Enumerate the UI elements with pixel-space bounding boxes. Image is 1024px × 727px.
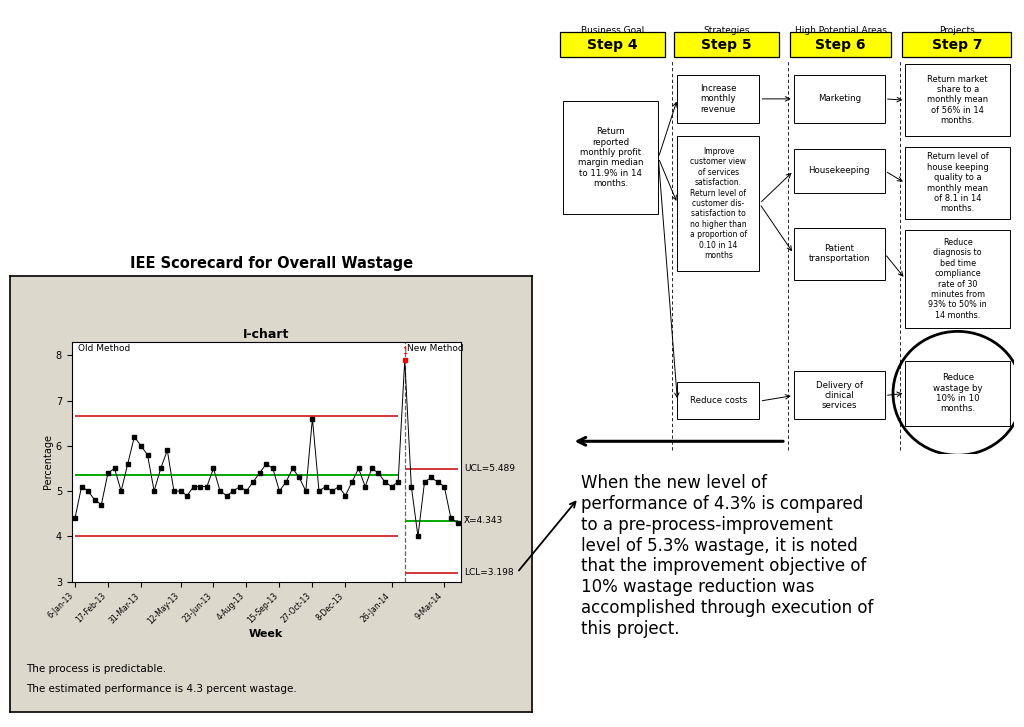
Title: IEE Scorecard for Overall Wastage: IEE Scorecard for Overall Wastage — [130, 256, 413, 271]
Text: Return market
share to a
monthly mean
of 56% in 14
months.: Return market share to a monthly mean of… — [927, 75, 988, 125]
FancyBboxPatch shape — [678, 75, 760, 123]
FancyBboxPatch shape — [562, 101, 658, 214]
Text: New Method: New Method — [407, 344, 463, 353]
Text: 1: 1 — [402, 348, 408, 356]
Text: Step 4: Step 4 — [588, 38, 638, 52]
Text: LCL=3.198: LCL=3.198 — [464, 568, 513, 577]
FancyBboxPatch shape — [905, 147, 1010, 219]
Text: Reduce
diagnosis to
bed time
compliance
rate of 30
minutes from
93% to 50% in
14: Reduce diagnosis to bed time compliance … — [929, 238, 987, 320]
FancyBboxPatch shape — [794, 228, 885, 280]
Y-axis label: Percentage: Percentage — [43, 434, 53, 489]
FancyBboxPatch shape — [674, 32, 779, 57]
Text: Strategies: Strategies — [703, 26, 750, 35]
Text: Patient
transportation: Patient transportation — [809, 244, 870, 263]
FancyBboxPatch shape — [905, 361, 1010, 426]
Text: UCL=5.489: UCL=5.489 — [464, 465, 515, 473]
FancyBboxPatch shape — [678, 382, 760, 419]
X-axis label: Week: Week — [249, 629, 284, 639]
Text: Housekeeping: Housekeeping — [809, 166, 870, 175]
Text: Delivery of
clinical
services: Delivery of clinical services — [816, 381, 863, 410]
Text: The process is predictable.: The process is predictable. — [26, 664, 166, 675]
FancyBboxPatch shape — [794, 149, 885, 193]
Text: Projects: Projects — [939, 26, 975, 35]
Text: Return
reported
monthly profit
margin median
to 11.9% in 14
months.: Return reported monthly profit margin me… — [578, 127, 643, 188]
Text: Reduce
wastage by
10% in 10
months.: Reduce wastage by 10% in 10 months. — [933, 373, 982, 414]
FancyBboxPatch shape — [905, 230, 1010, 328]
FancyBboxPatch shape — [560, 32, 666, 57]
Text: High Potential Areas: High Potential Areas — [795, 26, 887, 35]
FancyBboxPatch shape — [902, 32, 1012, 57]
FancyBboxPatch shape — [794, 371, 885, 419]
Text: Step 6: Step 6 — [815, 38, 866, 52]
Text: X̅=4.343: X̅=4.343 — [464, 516, 503, 526]
Text: Step 7: Step 7 — [932, 38, 982, 52]
FancyBboxPatch shape — [794, 75, 885, 123]
Text: Step 5: Step 5 — [701, 38, 752, 52]
Text: Reduce costs: Reduce costs — [690, 396, 748, 406]
Text: Return level of
house keeping
quality to a
monthly mean
of 8.1 in 14
months.: Return level of house keeping quality to… — [927, 153, 988, 213]
Text: Old Method: Old Method — [78, 344, 130, 353]
FancyBboxPatch shape — [905, 64, 1010, 136]
Text: Business Goal: Business Goal — [582, 26, 644, 35]
FancyBboxPatch shape — [678, 136, 760, 271]
Text: The estimated performance is 4.3 percent wastage.: The estimated performance is 4.3 percent… — [26, 684, 296, 694]
Text: When the new level of
performance of 4.3% is compared
to a pre-process-improveme: When the new level of performance of 4.3… — [581, 474, 873, 638]
Text: Improve
customer view
of services
satisfaction.
Return level of
customer dis-
sa: Improve customer view of services satisf… — [690, 147, 748, 260]
Text: Marketing: Marketing — [818, 95, 861, 103]
FancyBboxPatch shape — [791, 32, 891, 57]
Text: Increase
monthly
revenue: Increase monthly revenue — [700, 84, 736, 113]
Title: I-chart: I-chart — [243, 328, 290, 340]
